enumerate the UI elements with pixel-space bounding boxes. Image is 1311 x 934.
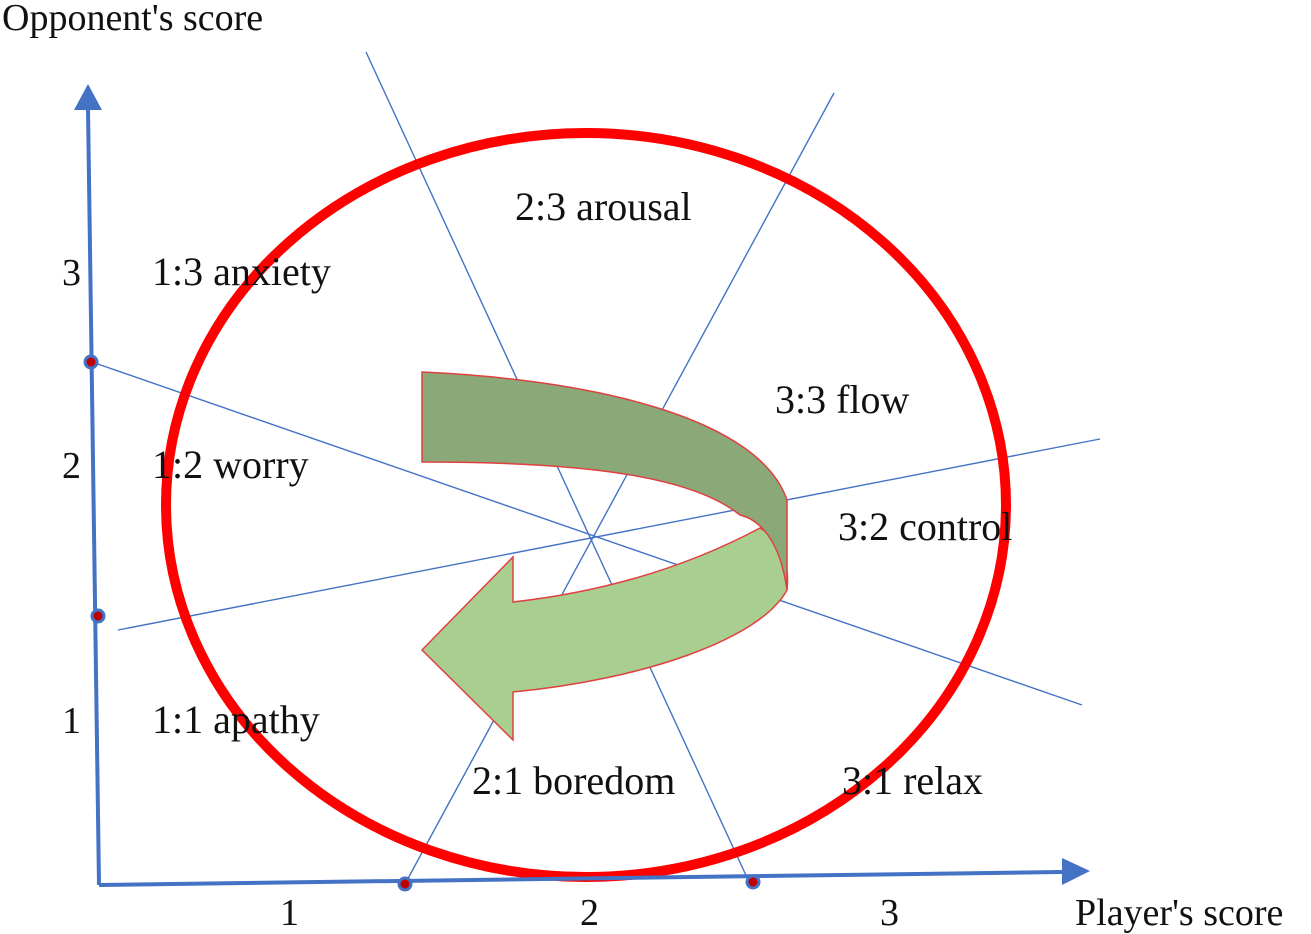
region-label-boredom: 2:1 boredom: [472, 758, 675, 803]
axis-markers: [83, 354, 761, 892]
region-label-worry: 1:2 worry: [152, 442, 309, 487]
divider-lines: [91, 51, 1101, 885]
divider-line-steep-a: [365, 51, 751, 885]
x-axis: [98, 870, 1063, 887]
cycle-arrow-top-band: [421, 371, 788, 591]
x-axis-marker-left: [397, 876, 413, 892]
y-tick-label-2: 2: [62, 445, 81, 487]
region-label-anxiety: 1:3 anxiety: [152, 249, 331, 294]
region-label-relax: 3:1 relax: [842, 758, 983, 803]
x-tick-label-1: 1: [280, 892, 299, 934]
axes: [74, 84, 1090, 887]
region-label-control: 3:2 control: [838, 504, 1012, 549]
x-axis-marker-right: [745, 874, 761, 890]
y-axis-marker-lower: [90, 608, 106, 624]
y-tick-label-1: 1: [62, 700, 81, 742]
y-axis-title: Opponent's score: [2, 0, 263, 39]
divider-line-shallow-b: [117, 438, 1101, 631]
x-tick-label-2: 2: [580, 892, 599, 934]
y-axis-arrowhead: [74, 84, 102, 110]
x-axis-title: Player's score: [1075, 892, 1283, 934]
region-label-arousal: 2:3 arousal: [515, 184, 692, 229]
x-axis-arrowhead: [1062, 858, 1090, 885]
region-label-apathy: 1:1 apathy: [152, 697, 320, 742]
y-axis: [86, 107, 101, 886]
region-label-flow: 3:3 flow: [775, 377, 910, 422]
y-axis-marker-upper: [83, 354, 99, 370]
divider-line-steep-b: [404, 92, 835, 885]
x-tick-label-3: 3: [880, 892, 899, 934]
y-tick-label-3: 3: [62, 252, 81, 294]
divider-line-shallow-a: [91, 361, 1083, 706]
cycle-arrow: [420, 371, 789, 742]
